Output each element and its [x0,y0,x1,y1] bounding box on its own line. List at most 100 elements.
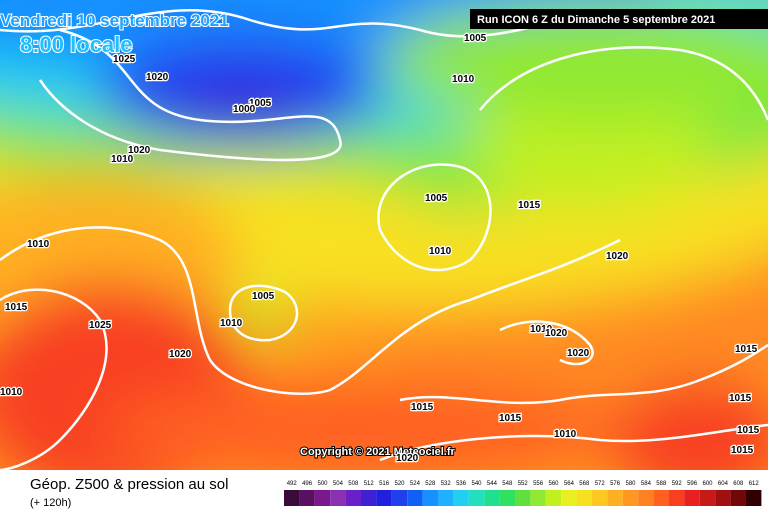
colorbar-swatch [545,490,562,506]
colorbar-swatch [715,490,731,506]
colorbar-label: 528 [425,481,436,487]
colorbar-label: 608 [733,481,744,487]
colorbar-swatch [622,490,639,506]
isobar-label: 1005 [464,33,487,44]
colorbar-label: 560 [548,481,559,487]
isobar-label: 1015 [731,445,754,456]
isobar-label: 1020 [567,348,590,359]
colorbar-label: 584 [641,481,652,487]
colorbar-label: 548 [502,481,513,487]
colorbar-label: 508 [348,481,359,487]
map-field [0,0,768,470]
isobar-label: 1015 [499,413,522,424]
colorbar-label: 512 [364,481,375,487]
isobar-label: 1010 [0,387,23,398]
colorbar-label: 600 [702,481,713,487]
footer-lead: (+ 120h) [30,497,71,509]
colorbar: 492 496 500 504 508 512 516 520 524 528 532 536 540 5… [284,481,762,506]
colorbar-label: 612 [749,481,760,487]
colorbar-swatch [391,490,408,506]
colorbar-swatch [746,490,762,506]
colorbar-swatch [592,490,608,506]
colorbar-swatch [468,490,485,506]
isobar-label: 1010 [220,318,243,329]
isobar-label: 1010 [452,74,475,85]
colorbar-swatch [438,490,454,506]
colorbar-swatch [576,490,592,506]
isobar-label: 1015 [735,344,758,355]
run-info: Run ICON 6 Z du Dimanche 5 septembre 202… [477,14,715,26]
colorbar-swatch [314,490,331,506]
isobar-label: 1005 [249,98,272,109]
forecast-date: Vendredi 10 septembre 2021 [0,11,229,30]
isobar-label: 1000 [233,104,256,115]
isobar-label: 1020 [545,328,568,339]
colorbar-label: 580 [625,481,636,487]
colorbar-label: 588 [656,481,667,487]
colorbar-swatch [653,490,669,506]
colorbar-swatch [684,490,700,506]
isobar-label: 1015 [737,425,760,436]
isobar-label: 1015 [729,393,752,404]
isobar-label: 1010 [530,324,553,335]
colorbar-swatch [561,490,577,506]
colorbar-label: 552 [518,481,529,487]
colorbar-label: 516 [379,481,390,487]
colorbar-swatch [499,490,515,506]
colorbar-label: 544 [487,481,498,487]
isobar-label: 1010 [554,429,577,440]
colorbar-label: 572 [595,481,606,487]
colorbar-label: 532 [441,481,452,487]
colorbar-label: 576 [610,481,621,487]
colorbar-label: 564 [564,481,575,487]
colorbar-label: 556 [533,481,544,487]
colorbar-swatch [345,490,361,506]
colorbar-swatch [730,490,746,506]
footer-title: Géop. Z500 & pression au sol [30,476,228,493]
isobar-label: 1020 [146,72,169,83]
colorbar-swatch [330,490,346,506]
isobar-label: 1015 [518,200,541,211]
colorbar-swatch [607,490,623,506]
copyright: Copyright © 2021 Meteociel.fr [300,446,456,458]
colorbar-swatch [699,490,716,506]
forecast-time: 8:00 locale [20,32,133,57]
isobar-label: 1010 [429,246,452,257]
run-box [470,9,768,29]
isobar-label: 1025 [89,320,112,331]
colorbar-label: 496 [302,481,313,487]
colorbar-label: 500 [317,481,328,487]
colorbar-label: 568 [579,481,590,487]
colorbar-swatch [669,490,685,506]
isobar-label: 1005 [252,291,275,302]
colorbar-swatch [638,490,654,506]
colorbar-label: 524 [410,481,421,487]
colorbar-swatch [284,490,300,506]
colorbar-swatch [376,490,392,506]
isobar-label: 1010 [27,239,50,250]
colorbar-label: 596 [687,481,698,487]
colorbar-label: 492 [287,481,298,487]
isobar-label: 1025 [113,54,136,65]
colorbar-swatch [515,490,531,506]
colorbar-label: 592 [672,481,683,487]
colorbar-label: 540 [471,481,482,487]
isobar-label: 1020 [169,349,192,360]
colorbar-label: 520 [394,481,405,487]
colorbar-swatch [422,490,438,506]
isobar-label: 1020 [606,251,629,262]
colorbar-label: 604 [718,481,729,487]
colorbar-swatch [530,490,546,506]
colorbar-label: 536 [456,481,467,487]
isobar-label: 1015 [5,302,28,313]
isobar-label: 1015 [411,402,434,413]
isobar-label: 1005 [425,193,448,204]
colorbar-swatch [361,490,377,506]
colorbar-swatch [484,490,500,506]
colorbar-swatch [453,490,469,506]
colorbar-label: 504 [333,481,344,487]
isobar-label: 1020 [128,145,151,156]
colorbar-swatch [299,490,315,506]
